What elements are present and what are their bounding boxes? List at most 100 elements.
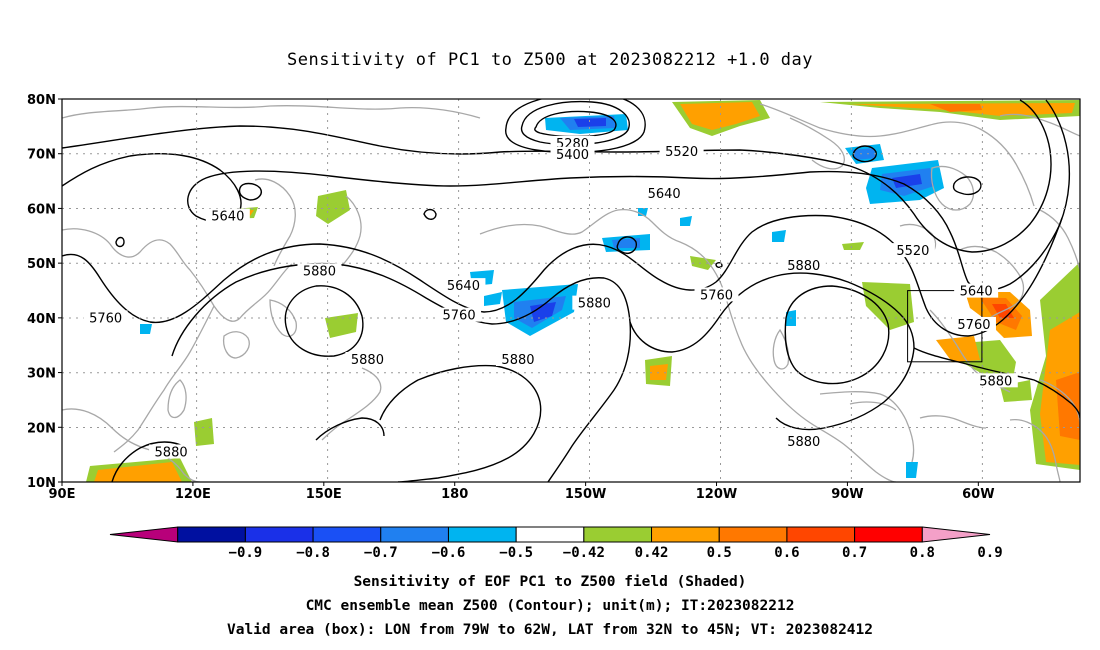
- contour-label-text: 5640: [960, 285, 993, 300]
- contour-label: 5760: [437, 308, 481, 324]
- contour-label-text: 5640: [648, 187, 681, 202]
- contour-label: 5640: [642, 186, 686, 202]
- contour-label: 5880: [297, 263, 341, 279]
- coastline: [168, 380, 186, 418]
- shade-negative: [772, 230, 786, 242]
- shade-negative: [484, 292, 502, 306]
- contour-label: 5760: [695, 287, 739, 303]
- shade-negative: [680, 216, 692, 226]
- coastline: [62, 229, 292, 321]
- colorbar: −0.9 −0.8 −0.7 −0.6 −0.5 −0.42 0.42 0.5 0.6 0.7 0.…: [110, 527, 1003, 561]
- lon-label: 150E: [306, 487, 342, 502]
- contour-label: 5880: [782, 434, 826, 450]
- contour-label-text: 5760: [89, 311, 122, 326]
- colorbar-swatch: [584, 527, 652, 542]
- shade-positive: [1056, 372, 1080, 440]
- lat-label: 70N: [27, 148, 56, 163]
- contour-label: 5640: [441, 278, 485, 294]
- shade-positive: [325, 313, 358, 338]
- lat-label: 80N: [27, 93, 56, 108]
- colorbar-label: 0.9: [977, 545, 1002, 561]
- colorbar-swatch: [787, 527, 855, 542]
- contour-label-text: 5880: [155, 445, 188, 460]
- colorbar-swatch: [178, 527, 246, 542]
- coastline: [790, 118, 844, 169]
- lon-label: 90W: [831, 487, 863, 502]
- contour-label: 5640: [206, 209, 250, 225]
- shade-negative: [574, 118, 606, 127]
- shade-negative: [906, 462, 918, 478]
- contour-label-text: 5880: [578, 297, 611, 312]
- colorbar-high-triangle: [922, 527, 990, 542]
- coastline: [224, 332, 250, 358]
- contour-small-1: [239, 184, 261, 201]
- contour-label-text: 5640: [447, 279, 480, 294]
- contour-label-text: 5880: [501, 353, 534, 368]
- colorbar-label: −0.42: [563, 545, 605, 561]
- colorbar-swatch: [855, 527, 923, 542]
- shade-positive: [842, 242, 864, 250]
- colorbar-label: −0.7: [364, 545, 398, 561]
- contour-label-text: 5880: [787, 435, 820, 450]
- lat-label: 50N: [27, 257, 56, 272]
- contour-label: 5760: [952, 317, 996, 333]
- contour-label-text: 5880: [351, 353, 384, 368]
- contour-label-text: 5760: [700, 288, 733, 303]
- caption-line-1: Sensitivity of EOF PC1 to Z500 field (Sh…: [0, 574, 1100, 590]
- contour-small-2: [424, 210, 436, 220]
- colorbar-swatch: [313, 527, 381, 542]
- contour-label-text: 5400: [556, 148, 589, 163]
- lon-label: 60W: [962, 487, 994, 502]
- shade-negative: [140, 324, 152, 334]
- colorbar-swatch: [652, 527, 720, 542]
- lon-label: 120E: [175, 487, 211, 502]
- lon-label: 150W: [565, 487, 606, 502]
- contour-label: 5880: [149, 444, 193, 460]
- colorbar-label: −0.9: [229, 545, 263, 561]
- lon-label: 120W: [696, 487, 737, 502]
- contour-label-text: 5880: [979, 374, 1012, 389]
- contour-label: 5880: [496, 352, 540, 368]
- colorbar-swatch: [719, 527, 787, 542]
- shade-positive: [316, 190, 350, 224]
- lat-label: 40N: [27, 312, 56, 327]
- colorbar-swatch: [516, 527, 584, 542]
- contour-label-text: 5640: [211, 210, 244, 225]
- contour-5880-ocean: [380, 366, 541, 482]
- contour-label-text: 5760: [443, 309, 476, 324]
- contour-label: 5640: [954, 284, 998, 300]
- contour-small-6: [953, 177, 980, 194]
- contour-label: 5880: [572, 296, 616, 312]
- colorbar-label: −0.5: [499, 545, 533, 561]
- lon-label: 180: [441, 487, 468, 502]
- contour-label-text: 5520: [665, 145, 698, 160]
- colorbar-label: 0.5: [707, 545, 732, 561]
- contour-label-text: 5880: [787, 259, 820, 274]
- colorbar-swatch: [448, 527, 516, 542]
- contour-label: 5760: [84, 310, 128, 326]
- coastline: [1040, 210, 1080, 270]
- colorbar-swatch: [245, 527, 313, 542]
- colorbar-label: 0.6: [774, 545, 799, 561]
- contour-label: 5880: [345, 352, 389, 368]
- colorbar-label: −0.8: [296, 545, 330, 561]
- caption-line-2: CMC ensemble mean Z500 (Contour); unit(m…: [0, 598, 1100, 614]
- contour-label-text: 5880: [303, 264, 336, 279]
- colorbar-label: −0.6: [432, 545, 466, 561]
- contour-label-text: 5520: [896, 244, 929, 259]
- lon-label: 90E: [49, 487, 76, 502]
- colorbar-low-triangle: [110, 527, 178, 542]
- caption-line-3: Valid area (box): LON from 79W to 62W, L…: [0, 622, 1100, 638]
- colorbar-label: 0.8: [910, 545, 935, 561]
- contour-label: 5520: [891, 243, 935, 259]
- contour-label: 5880: [782, 258, 826, 274]
- lat-label: 20N: [27, 421, 56, 436]
- contour-small-3: [116, 238, 124, 247]
- colorbar-label: 0.42: [635, 545, 669, 561]
- contour-label: 5400: [551, 147, 595, 163]
- coastline: [62, 106, 480, 118]
- coastline: [920, 416, 986, 428]
- lat-label: 30N: [27, 367, 56, 382]
- contour-label-text: 5760: [957, 318, 990, 333]
- coastline: [480, 210, 708, 262]
